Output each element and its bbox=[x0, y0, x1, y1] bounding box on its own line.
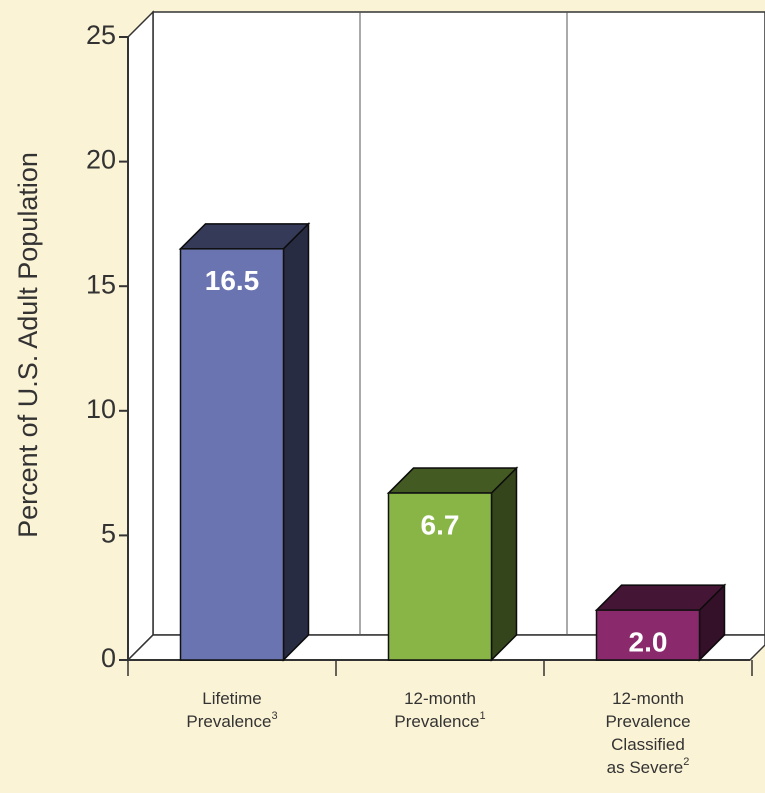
x-tick-label-line: Prevalence bbox=[605, 712, 690, 731]
bar-top-shade bbox=[388, 468, 517, 494]
x-tick-label: Lifetime bbox=[202, 689, 262, 708]
x-tick-label-line: 12-month bbox=[404, 689, 476, 708]
y-tick-label: 15 bbox=[86, 269, 116, 299]
y-tick-label: 0 bbox=[101, 643, 116, 673]
footnote-mark: 1 bbox=[479, 710, 485, 722]
x-tick-label: Prevalence1 bbox=[394, 710, 485, 732]
x-tick-label-line: as Severe bbox=[607, 758, 684, 777]
x-tick-label: 12-month bbox=[612, 689, 684, 708]
bar-side-shade bbox=[283, 223, 309, 660]
x-tick-label: 12-month bbox=[404, 689, 476, 708]
bar-front bbox=[387, 492, 493, 661]
value-label: 16.5 bbox=[205, 265, 260, 296]
x-tick-label-line: Classified bbox=[611, 735, 685, 754]
bar-side-shade bbox=[699, 585, 725, 660]
y-axis-label: Percent of U.S. Adult Population bbox=[13, 152, 43, 538]
x-tick-label-line: 12-month bbox=[612, 689, 684, 708]
bar bbox=[178, 222, 311, 662]
bar-top-shade bbox=[180, 223, 309, 249]
bar-front bbox=[595, 609, 701, 661]
y-tick-label: 25 bbox=[86, 20, 116, 50]
bar bbox=[594, 583, 727, 662]
x-tick-label: as Severe2 bbox=[607, 756, 690, 778]
value-label: 6.7 bbox=[421, 509, 460, 540]
y-tick-label: 10 bbox=[86, 394, 116, 424]
x-tick-label: Prevalence3 bbox=[186, 710, 277, 732]
bar-top-shade bbox=[596, 585, 725, 611]
bar-side-shade bbox=[491, 468, 517, 660]
footnote-mark: 2 bbox=[683, 756, 689, 768]
x-tick-label-line: Lifetime bbox=[202, 689, 262, 708]
left-wall bbox=[127, 10, 154, 662]
x-tick-label-line: Prevalence bbox=[186, 712, 271, 731]
y-tick-label: 20 bbox=[86, 145, 116, 175]
y-tick-label: 5 bbox=[101, 519, 116, 549]
x-tick-label: Prevalence bbox=[605, 712, 690, 731]
footnote-mark: 3 bbox=[271, 710, 277, 722]
bar-front bbox=[179, 248, 285, 661]
value-label: 2.0 bbox=[629, 627, 668, 658]
bar bbox=[386, 466, 519, 662]
x-tick-label-line: Prevalence bbox=[394, 712, 479, 731]
x-tick-label: Classified bbox=[611, 735, 685, 754]
